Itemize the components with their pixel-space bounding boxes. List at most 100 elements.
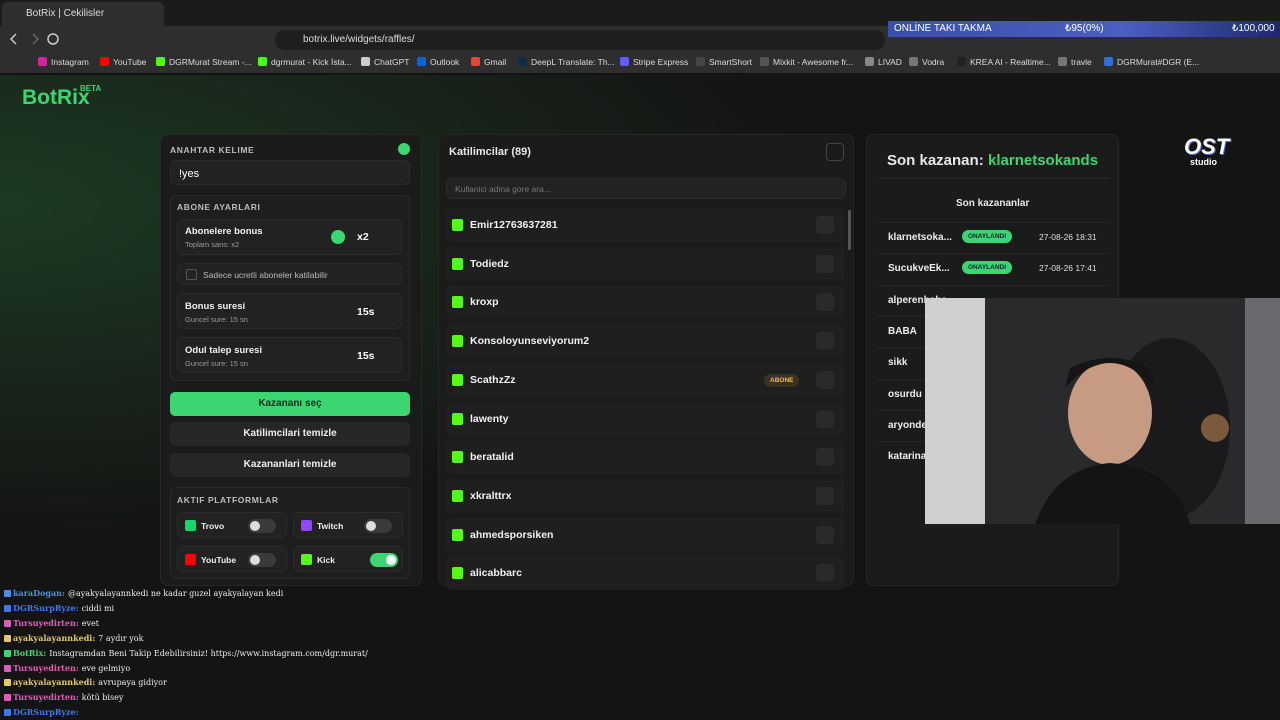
participant-row[interactable]: kroxp bbox=[446, 285, 844, 320]
bookmarks-bar: Instagram YouTube DGRMurat Stream -... dgrm… bbox=[0, 52, 1280, 74]
chat-message: 7 aydır yok bbox=[98, 633, 144, 643]
toggle-switch[interactable] bbox=[248, 553, 276, 567]
winner-name: aryonde bbox=[888, 419, 927, 431]
brand-logo: OST bbox=[1184, 134, 1230, 159]
winner-name: osurdu bbox=[888, 388, 922, 400]
delete-button[interactable] bbox=[816, 370, 834, 389]
delete-button[interactable] bbox=[816, 448, 834, 467]
chat-message: ciddi mi bbox=[81, 603, 115, 613]
bookmark-label: KREA AI - Realtime... bbox=[970, 57, 1051, 67]
donation-overlay: ONLİNE TAKI TAKMA ₺95(0%) ₺100,000 bbox=[888, 21, 1280, 37]
delete-button[interactable] bbox=[816, 486, 834, 505]
participant-row[interactable]: lawenty bbox=[446, 401, 844, 436]
duration-select[interactable]: 15s bbox=[357, 350, 375, 362]
participant-name: Konsoloyunseviyorum2 bbox=[470, 335, 590, 348]
winner-row: SucukveEk... ONAYLANDI 27-08-26 17:41 bbox=[878, 253, 1110, 281]
checkbox[interactable] bbox=[186, 269, 197, 280]
participant-row[interactable]: ahmedsporsiken bbox=[446, 517, 844, 552]
bookmark[interactable]: Stripe Express bbox=[620, 57, 688, 67]
platform-toggle[interactable]: YouTube bbox=[177, 546, 287, 572]
info-icon[interactable] bbox=[331, 230, 345, 244]
bookmark[interactable]: travle bbox=[1058, 57, 1092, 67]
participant-row[interactable]: Todiedz bbox=[446, 246, 844, 281]
platform-toggle[interactable]: Kick bbox=[293, 546, 403, 572]
bookmark[interactable]: Outlook bbox=[417, 57, 459, 67]
kick-icon bbox=[452, 373, 463, 386]
chat-line: Tursuyedirten: evet bbox=[4, 618, 99, 628]
logo[interactable]: BotRix bbox=[22, 86, 90, 109]
setting-title: Bonus suresi bbox=[185, 301, 246, 312]
pick-winner-button[interactable]: Kazananı seç bbox=[170, 392, 410, 416]
clear-winners-button[interactable]: Kazananlari temizle bbox=[170, 453, 410, 477]
chat-line: Tursuyedirten: kötü bisey bbox=[4, 692, 123, 702]
delete-button[interactable] bbox=[816, 525, 834, 544]
delete-button[interactable] bbox=[816, 293, 834, 312]
delete-button[interactable] bbox=[816, 564, 834, 583]
keyword-input[interactable]: !yes bbox=[170, 160, 410, 185]
participant-row[interactable]: xkralttrx bbox=[446, 478, 844, 513]
bookmark[interactable]: Mixkit - Awesome fr... bbox=[760, 57, 853, 67]
address-bar[interactable]: botrix.live/widgets/raffles/ bbox=[275, 30, 885, 50]
chat-message: avrupaya gidiyor bbox=[98, 678, 167, 688]
platform-toggle[interactable]: Twitch bbox=[293, 512, 403, 538]
nav-buttons[interactable] bbox=[6, 31, 66, 47]
bookmark-label: LIVAD bbox=[878, 57, 902, 67]
webcam bbox=[925, 298, 1280, 524]
delete-button[interactable] bbox=[816, 332, 834, 351]
chat-badge bbox=[4, 679, 11, 687]
setting-title: Abonelere bonus bbox=[185, 226, 263, 237]
search-input[interactable]: Kullanici adina gore ara... bbox=[446, 178, 846, 199]
bookmark[interactable]: SmartShort bbox=[696, 57, 752, 67]
last-winner-name: klarnetsokands bbox=[988, 152, 1099, 169]
beta-badge: BETA bbox=[80, 84, 102, 93]
bookmark[interactable]: LIVAD bbox=[865, 57, 902, 67]
winner-name: SucukveEk... bbox=[888, 263, 950, 275]
last-winner-label: Son kazanan: bbox=[887, 152, 984, 169]
clear-participants-button[interactable]: Katilimcilari temizle bbox=[170, 422, 410, 446]
winner-name: katarina bbox=[888, 451, 927, 463]
bookmark[interactable]: DGRMurat Stream -... bbox=[156, 57, 252, 67]
copy-button[interactable] bbox=[826, 143, 844, 161]
kick-icon bbox=[452, 489, 463, 502]
bookmark-icon bbox=[258, 57, 267, 66]
bookmark[interactable]: Vodra bbox=[909, 57, 944, 67]
info-icon[interactable] bbox=[398, 143, 410, 155]
toggle-switch[interactable] bbox=[370, 553, 398, 567]
scrollbar[interactable] bbox=[848, 210, 851, 250]
bookmark-label: DGRMurat Stream -... bbox=[169, 57, 252, 67]
toggle-knob bbox=[366, 521, 376, 531]
setting-row bbox=[177, 293, 402, 329]
bookmark[interactable]: KREA AI - Realtime... bbox=[957, 57, 1051, 67]
toggle-switch[interactable] bbox=[364, 519, 392, 533]
bookmark-label: ChatGPT bbox=[374, 57, 410, 67]
bookmark[interactable]: dgrmurat - Kick İsta... bbox=[258, 57, 352, 67]
delete-button[interactable] bbox=[816, 254, 834, 273]
platform-toggle[interactable]: Trovo bbox=[177, 512, 287, 538]
toggle-switch[interactable] bbox=[248, 519, 276, 533]
bookmark[interactable]: DGRMurat#DGR (E... bbox=[1104, 57, 1199, 67]
bookmark[interactable]: ChatGPT bbox=[361, 57, 409, 67]
chat-badge bbox=[4, 694, 11, 702]
checkbox-row[interactable]: Sadece ucretli aboneler katilabilir bbox=[177, 263, 402, 285]
participant-row[interactable]: ScathzZz ABONE bbox=[446, 362, 844, 397]
bookmark-label: Vodra bbox=[922, 57, 945, 67]
bookmark-icon bbox=[1104, 57, 1113, 66]
participant-row[interactable]: Konsoloyunseviyorum2 bbox=[446, 324, 844, 359]
toggle-knob bbox=[386, 555, 396, 565]
bonus-select[interactable]: x2 bbox=[357, 231, 369, 243]
platform-name: Trovo bbox=[201, 521, 225, 531]
duration-select[interactable]: 15s bbox=[357, 306, 375, 318]
participant-row[interactable]: beratalid bbox=[446, 440, 844, 475]
delete-button[interactable] bbox=[816, 409, 834, 428]
bookmark[interactable]: Instagram bbox=[38, 57, 89, 67]
participant-row[interactable]: Emir12763637281 bbox=[446, 208, 844, 242]
browser-tab[interactable]: BotRix | Cekilisler bbox=[2, 2, 164, 26]
bookmark[interactable]: DeepL Translate: Th... bbox=[518, 57, 615, 67]
setting-row bbox=[177, 337, 402, 373]
bookmark[interactable]: YouTube bbox=[100, 57, 146, 67]
participant-row[interactable]: alicabbarc bbox=[446, 556, 844, 591]
delete-button[interactable] bbox=[816, 216, 834, 234]
participant-name: ahmedsporsiken bbox=[470, 528, 554, 541]
participant-name: kroxp bbox=[470, 296, 499, 309]
bookmark[interactable]: Gmail bbox=[471, 57, 506, 67]
